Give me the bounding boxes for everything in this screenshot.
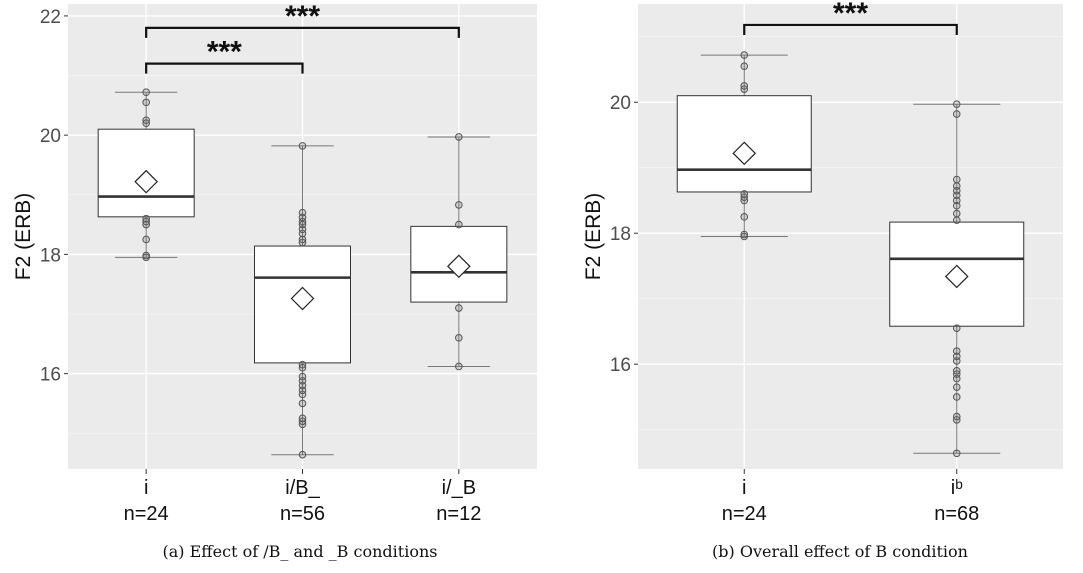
significance-bracket — [145, 62, 304, 74]
mean-diamond — [732, 141, 757, 166]
y-tick-label: 16 — [40, 365, 61, 386]
data-point — [952, 209, 961, 218]
data-point — [142, 88, 150, 97]
data-point — [952, 449, 961, 458]
significance-label: *** — [833, 0, 868, 30]
data-point — [740, 62, 749, 71]
y-tick-label: 18 — [40, 245, 61, 266]
data-point — [142, 235, 150, 244]
data-point — [740, 51, 749, 59]
data-point — [298, 399, 307, 408]
x-count-label: n=68 — [934, 503, 979, 525]
significance-label: *** — [207, 36, 242, 69]
x-tick-label: i/B_ — [285, 477, 320, 499]
box — [676, 95, 812, 193]
data-point — [142, 116, 150, 125]
data-point — [298, 414, 307, 423]
data-point — [952, 412, 961, 421]
caption-a: (a) Effect of /B_ and _B conditions — [162, 542, 438, 561]
data-point — [455, 201, 463, 209]
y-axis-label: F2 (ERB) — [12, 193, 35, 281]
data-point — [298, 360, 307, 369]
x-count-label: n=24 — [124, 503, 169, 525]
mean-diamond — [134, 169, 159, 194]
y-tick-label: 22 — [40, 7, 61, 28]
data-point — [952, 216, 961, 224]
data-point — [298, 235, 307, 244]
significance-bracket — [743, 23, 958, 35]
panel-a: 16 18 20 22 F2 (ERB) i n=24 i/B_ n=56 i/_B n=12 ***… — [12, 0, 537, 525]
data-point — [142, 98, 150, 107]
data-point — [298, 208, 307, 217]
x-tick-label: i/_B — [442, 477, 476, 499]
caption-b: (b) Overall effect of B condition — [712, 542, 968, 561]
y-axis-label: F2 (ERB) — [582, 193, 605, 281]
data-point — [952, 201, 961, 210]
x-count-label: n=24 — [722, 503, 767, 525]
x-tick-label: iᵇ — [951, 477, 963, 499]
data-point — [740, 232, 749, 241]
data-point — [952, 347, 961, 355]
data-point — [455, 304, 463, 312]
x-count-label: n=12 — [436, 503, 481, 525]
data-point — [455, 362, 463, 371]
data-point — [952, 196, 961, 205]
data-point — [740, 190, 749, 198]
data-point — [298, 450, 307, 459]
data-point — [740, 230, 749, 239]
data-point — [740, 82, 749, 90]
data-point — [455, 334, 463, 342]
data-point — [455, 133, 463, 141]
data-point — [952, 324, 961, 332]
y-tick-label: 18 — [610, 224, 631, 245]
data-point — [142, 214, 150, 223]
x-tick-label: i — [144, 477, 148, 499]
panel-b: 16 18 20 F2 (ERB) i n=24 iᵇ n=68 *** — [582, 0, 1063, 525]
mean-diamond — [290, 286, 315, 311]
significance-bracket — [145, 26, 460, 38]
y-tick-label: 16 — [610, 355, 631, 376]
data-point — [952, 393, 961, 401]
significance-label: *** — [285, 0, 320, 33]
y-tick-label: 20 — [40, 126, 61, 147]
x-count-label: n=56 — [280, 503, 325, 525]
x-tick-label: i — [742, 477, 746, 499]
data-point — [142, 251, 150, 260]
data-point — [952, 100, 961, 109]
data-point — [952, 175, 961, 184]
data-point — [952, 182, 961, 190]
mean-diamond — [944, 264, 969, 289]
data-point — [952, 110, 961, 118]
data-point — [952, 383, 961, 391]
data-point — [952, 352, 961, 361]
data-point — [298, 142, 307, 150]
data-point — [455, 220, 463, 229]
mean-diamond — [446, 254, 471, 279]
data-point — [952, 366, 961, 375]
y-tick-label: 20 — [610, 93, 631, 114]
data-point — [298, 372, 307, 381]
data-point — [740, 213, 749, 221]
